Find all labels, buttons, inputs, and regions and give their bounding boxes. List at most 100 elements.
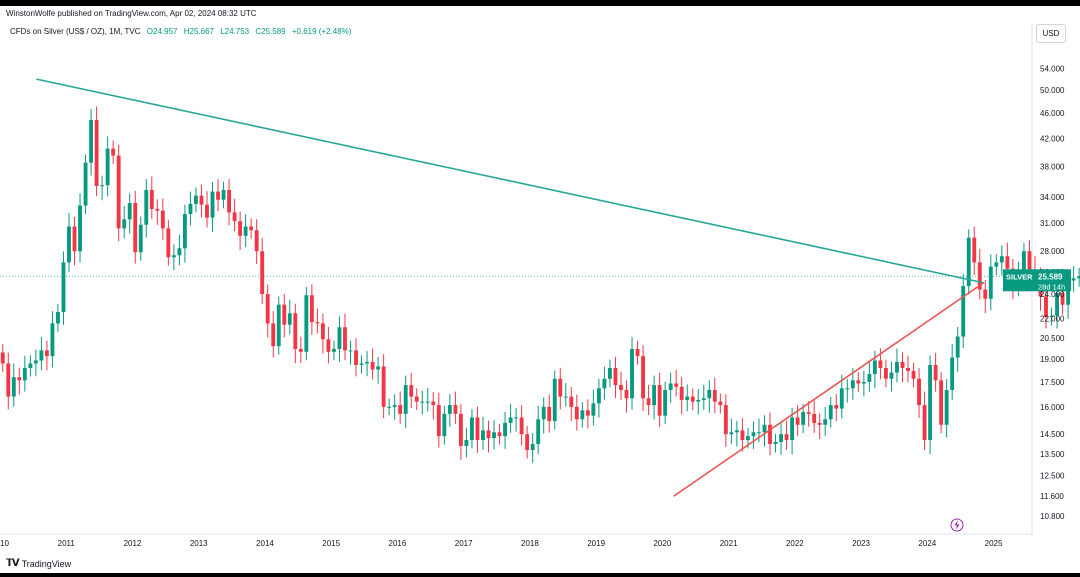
candle-body — [381, 366, 386, 407]
close-label: C — [255, 27, 262, 36]
candle-body — [768, 424, 772, 444]
candle-body — [569, 396, 574, 407]
y-tick-label: 10.800 — [1040, 512, 1065, 521]
candle-body — [67, 226, 71, 263]
candle-body — [1060, 292, 1065, 305]
candle-body — [431, 401, 436, 406]
candle-body — [525, 434, 530, 450]
candle-body — [503, 422, 507, 437]
x-tick-label: 2016 — [389, 539, 407, 548]
candle-body — [812, 413, 817, 423]
currency-button[interactable]: USD — [1036, 24, 1066, 43]
candle-body — [78, 205, 82, 252]
candle-body — [900, 361, 905, 368]
candle-body — [889, 372, 894, 379]
change-value: +0.619 (+2.48%) — [291, 27, 352, 36]
candle-body — [326, 339, 331, 352]
candle-body — [701, 398, 706, 400]
candle-body — [458, 413, 463, 446]
candle-body — [508, 417, 513, 423]
candle-body — [409, 385, 414, 397]
candle-body — [828, 405, 833, 420]
candle-body — [359, 363, 364, 365]
candle-body — [514, 417, 519, 419]
candle-body — [177, 248, 182, 256]
candle-body — [122, 219, 127, 229]
candle-body — [541, 406, 546, 420]
tv-logo-icon: 𝗧𝗩 — [6, 558, 20, 569]
candle-body — [447, 405, 452, 414]
candle-body — [922, 405, 927, 441]
candle-body — [44, 350, 49, 357]
candle-body — [492, 432, 496, 439]
candle-body — [823, 419, 828, 425]
candle-body — [354, 350, 358, 365]
candle-body — [1021, 251, 1026, 274]
price-label-countdown: 28d 14h — [1038, 282, 1065, 291]
candle-body — [944, 389, 949, 425]
price-label-symbol: SILVER — [1006, 272, 1033, 281]
candle-body — [966, 237, 971, 287]
candle-body — [105, 148, 110, 186]
candle-body — [22, 367, 27, 381]
candle-body — [293, 313, 298, 349]
candle-body — [988, 266, 993, 299]
candle-body — [729, 432, 734, 435]
y-tick-label: 14.500 — [1040, 430, 1065, 439]
y-tick-label: 11.600 — [1040, 492, 1064, 501]
candle-body — [795, 417, 800, 425]
candle-body — [773, 441, 778, 444]
candle-body — [403, 385, 408, 414]
candle-body — [315, 322, 320, 324]
price-label: SILVER 25.589 28d 14h — [1003, 269, 1071, 292]
candle-body — [271, 323, 276, 347]
candle-body — [481, 430, 485, 441]
candle-body — [574, 406, 579, 420]
candle-body — [420, 401, 425, 403]
x-tick-label: 2011 — [58, 539, 76, 548]
candle-body — [635, 348, 640, 357]
lightning-icon[interactable] — [950, 518, 964, 532]
tradingview-logo[interactable]: 𝗧𝗩 TradingView — [6, 558, 71, 569]
candle-body — [895, 361, 899, 373]
candle-body — [72, 226, 77, 252]
candle-body — [707, 389, 712, 399]
low-label: L — [220, 27, 225, 36]
candle-body — [834, 405, 839, 409]
candle-body — [470, 417, 474, 441]
candle-body — [0, 352, 5, 364]
y-tick-label: 12.500 — [1040, 471, 1065, 480]
candle-body — [320, 323, 325, 340]
candle-body — [304, 295, 309, 352]
candle-body — [133, 203, 138, 253]
candle-body — [961, 286, 966, 337]
publisher-caption: WinstonWolfe published on TradingView.co… — [6, 9, 257, 18]
candle-body — [652, 385, 657, 406]
candle-body — [856, 380, 861, 384]
close-value: 25.589 — [261, 27, 286, 36]
candle-body — [414, 396, 419, 402]
candle-body — [56, 312, 60, 324]
candle-body — [790, 417, 795, 441]
candle-body — [11, 377, 16, 397]
x-tick-label: 2012 — [124, 539, 142, 548]
y-tick-label: 28.000 — [1040, 247, 1065, 256]
y-tick-label: 19.000 — [1040, 355, 1065, 364]
x-tick-label: 2014 — [256, 539, 274, 548]
candles — [0, 106, 1080, 463]
candle-body — [613, 367, 618, 386]
x-tick-label: 2015 — [322, 539, 340, 548]
candle-body — [337, 327, 342, 349]
candle-body — [282, 304, 287, 325]
candle-body — [596, 388, 601, 404]
candle-body — [591, 403, 596, 416]
open-value: 24.957 — [153, 27, 178, 36]
candle-body — [243, 226, 248, 236]
candle-body — [1071, 278, 1076, 281]
candle-body — [696, 399, 701, 402]
candle-body — [608, 367, 612, 379]
candle-body — [111, 148, 116, 156]
candle-body — [116, 155, 121, 229]
x-tick-label: 2021 — [720, 539, 738, 548]
